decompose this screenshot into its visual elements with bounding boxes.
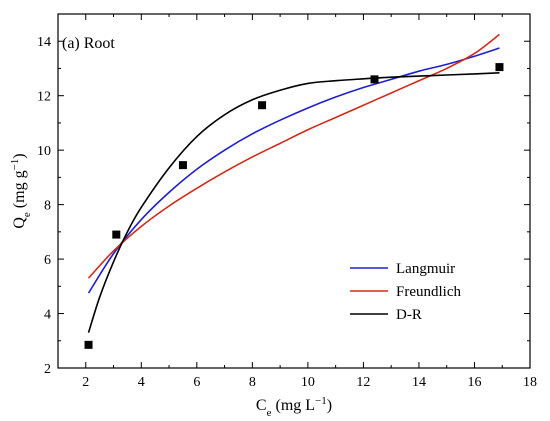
x-tick-label: 16 bbox=[467, 375, 481, 390]
x-tick-label: 18 bbox=[523, 375, 537, 390]
y-axis-title-unit: (mg g bbox=[11, 170, 28, 212]
x-axis-title-sup: −1 bbox=[315, 395, 327, 407]
y-axis-title-sub: e bbox=[21, 212, 33, 217]
y-tick-label: 4 bbox=[44, 308, 51, 323]
x-axis-title: Ce (mg L−1) bbox=[256, 395, 332, 419]
x-tick-label: 4 bbox=[138, 375, 145, 390]
y-tick-label: 12 bbox=[37, 90, 51, 105]
x-tick-label: 6 bbox=[193, 375, 200, 390]
x-axis-title-main: C bbox=[256, 397, 267, 414]
plot-frame bbox=[57, 13, 531, 369]
data-point bbox=[370, 75, 379, 84]
x-axis-title-unit-end: ) bbox=[327, 397, 332, 414]
data-point bbox=[495, 63, 504, 72]
x-tick-label: 8 bbox=[249, 375, 256, 390]
y-tick-label: 14 bbox=[37, 35, 51, 50]
data-point bbox=[258, 101, 267, 110]
data-point bbox=[112, 230, 121, 239]
y-tick-label: 6 bbox=[44, 253, 51, 268]
series-line-langmuir bbox=[87, 47, 500, 294]
x-axis-title-sub: e bbox=[267, 407, 272, 419]
series-line-d-r bbox=[87, 72, 500, 333]
legend: Langmuir Freundlich D-R bbox=[350, 261, 461, 323]
y-axis-title-sup: −1 bbox=[9, 159, 21, 171]
chart-title: (a) Root bbox=[62, 35, 115, 52]
y-tick-label: 10 bbox=[37, 144, 51, 159]
x-tick-label: 2 bbox=[82, 375, 89, 390]
y-axis-title: Qe (mg g−1) bbox=[9, 153, 33, 228]
legend-label-d-r: D-R bbox=[396, 307, 422, 323]
legend-label-freundlich: Freundlich bbox=[396, 284, 461, 300]
x-axis-title-unit: (mg L bbox=[271, 397, 315, 414]
y-axis-title-main: Q bbox=[11, 217, 28, 229]
y-axis-title-unit-end: ) bbox=[11, 153, 28, 158]
data-point bbox=[178, 161, 187, 170]
data-point bbox=[84, 340, 93, 349]
x-tick-label: 10 bbox=[301, 375, 315, 390]
x-tick-label: 12 bbox=[356, 375, 370, 390]
series-line-freundlich bbox=[87, 33, 500, 279]
plot-area bbox=[84, 33, 504, 349]
y-tick-label: 8 bbox=[44, 199, 51, 214]
x-tick-label: 14 bbox=[412, 375, 426, 390]
y-tick-label: 2 bbox=[44, 362, 51, 377]
legend-label-langmuir: Langmuir bbox=[396, 261, 455, 277]
